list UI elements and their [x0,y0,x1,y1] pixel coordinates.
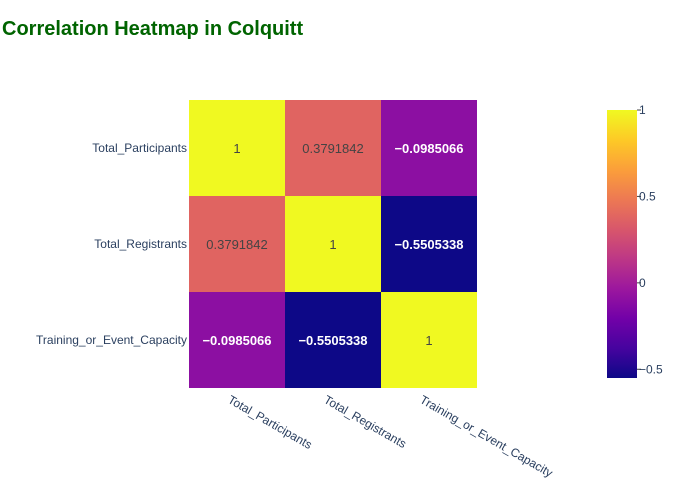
cell-value-label: −0.0985066 [394,141,463,156]
cell-value-label: −0.5505338 [298,333,367,348]
colorbar-tick-label: 0.5 [639,189,656,203]
heatmap-cell [285,100,381,196]
heatmap-cell [285,292,381,388]
heatmap-cell [381,100,477,196]
x-axis-tick-label: Total_Participants [226,392,315,451]
chart-title: Correlation Heatmap in Colquitt [2,18,304,40]
cell-value-label: 0.3791842 [302,141,363,156]
heatmap-cell [189,196,285,292]
cell-value-label: 0.3791842 [206,237,267,252]
x-axis-tick-labels: Total_Participants Total_Registrants Train… [226,392,556,480]
heatmap-cells [189,100,477,388]
x-axis-tick-label: Training_or_Event_Capacity [418,392,556,480]
colorbar-tick-label: 0 [639,276,646,290]
heatmap-cell [285,196,381,292]
cell-value-label: −0.0985066 [202,333,271,348]
heatmap-cell [189,292,285,388]
heatmap-cell [381,292,477,388]
heatmap-cell [189,100,285,196]
colorbar-tick-label: −0.5 [639,362,663,376]
cell-value-label: −0.5505338 [394,237,463,252]
heatmap-cell-labels: 1 0.3791842 −0.0985066 0.3791842 1 −0.5505338… [202,141,463,348]
y-axis-tick-label: Total_Participants [92,141,187,155]
heatmap-cell [381,196,477,292]
y-axis-tick-label: Training_or_Event_Capacity [36,333,187,347]
colorbar: 1 0.5 0 −0.5 [607,103,663,378]
cell-value-label: 1 [233,141,240,156]
cell-value-label: 1 [329,237,336,252]
colorbar-gradient [607,110,637,378]
y-axis-tick-label: Total_Registrants [94,237,187,251]
x-axis-tick-label: Total_Registrants [322,392,409,450]
y-axis-tick-labels: Total_Participants Total_Registrants Train… [36,141,187,347]
cell-value-label: 1 [425,333,432,348]
colorbar-tick-label: 1 [639,103,646,117]
